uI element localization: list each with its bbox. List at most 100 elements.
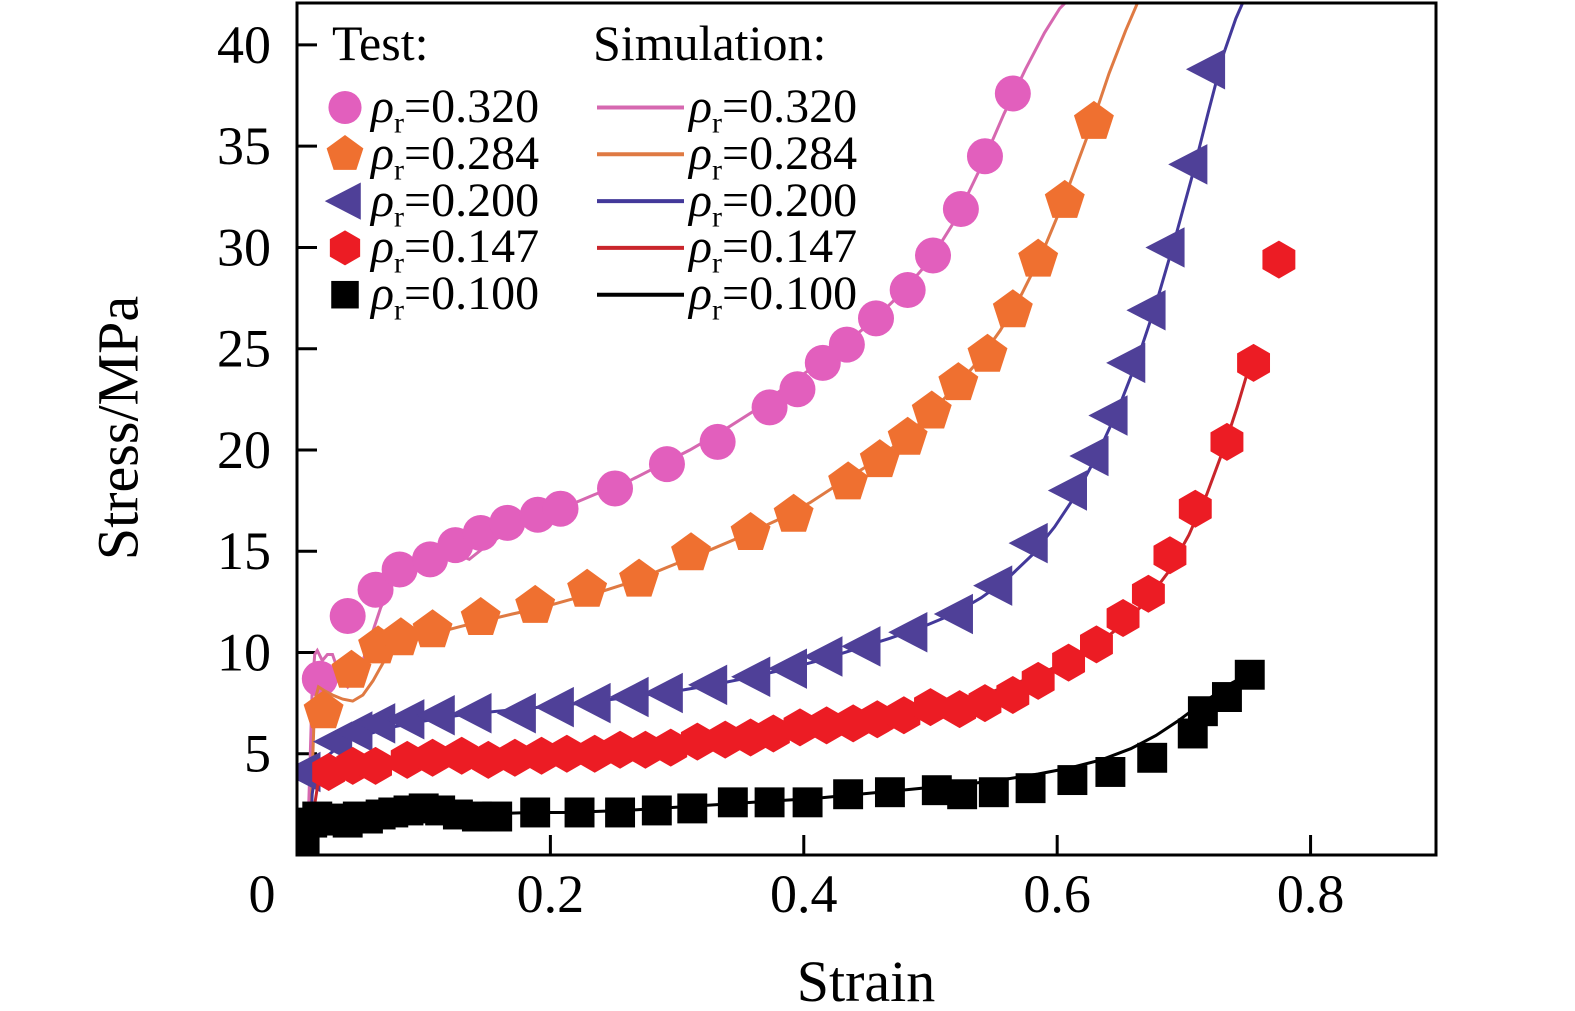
test-marker-rho-0320 [942, 190, 979, 227]
test-marker-rho-0147 [578, 734, 612, 773]
test-marker-rho-0284 [859, 439, 900, 478]
test-marker-rho-0200 [385, 699, 425, 740]
rho-symbol: ρ [371, 220, 395, 274]
test-marker-rho-0100 [677, 793, 708, 824]
test-marker-rho-0147 [654, 728, 688, 767]
y-tick-label: 35 [217, 116, 271, 176]
test-marker-rho-0284 [773, 493, 814, 532]
y-tick-label: 25 [217, 319, 271, 379]
x-tick-label: 0.6 [1023, 864, 1091, 924]
test-marker-rho-0200 [1008, 522, 1048, 564]
test-marker-rho-0147 [359, 746, 393, 785]
x-tick-label: 0.8 [1277, 864, 1345, 924]
test-marker-rho-0147 [471, 740, 505, 779]
test-marker-rho-0100 [1137, 742, 1168, 773]
test-markers-rho-0320 [301, 75, 1031, 697]
test-marker-rho-0200 [1185, 48, 1226, 90]
rho-subscript: r [712, 246, 723, 280]
test-marker-rho-0200 [1168, 144, 1208, 185]
test-marker-rho-0200 [1106, 342, 1146, 384]
sim-line-rho-0284 [308, 3, 1140, 855]
y-tick-label: 40 [217, 15, 271, 75]
test-marker-rho-0100 [874, 777, 905, 808]
test-marker-rho-0320 [858, 300, 895, 337]
test-marker-rho-0100 [921, 775, 952, 806]
y-tick-label: 20 [217, 420, 271, 480]
test-marker-rho-0284 [331, 649, 372, 688]
x-tick-label: 0.4 [770, 864, 838, 924]
test-marker-rho-0320 [699, 423, 736, 460]
test-marker-rho-0284 [380, 617, 421, 656]
test-marker-rho-0320 [994, 75, 1031, 112]
test-marker-rho-0200 [643, 672, 683, 714]
rho-subscript: r [712, 200, 723, 234]
test-marker-rho-0284 [887, 416, 928, 455]
rho-symbol: ρ [689, 126, 713, 180]
legend-sim-label-0320: ρr=0.320 [689, 83, 857, 139]
test-marker-rho-0147 [756, 714, 790, 753]
legend-value: =0.284 [404, 126, 540, 180]
test-marker-rho-0147 [1106, 599, 1140, 638]
legend-value: =0.200 [404, 173, 540, 227]
rho-symbol: ρ [371, 267, 395, 321]
y-tick-label: 30 [217, 217, 271, 277]
test-marker-rho-0100 [717, 787, 748, 818]
test-markers-rho-0200 [297, 48, 1226, 793]
test-marker-rho-0284 [967, 333, 1008, 372]
legend-sim-label-0100: ρr=0.100 [689, 270, 857, 326]
test-marker-rho-0100 [1015, 773, 1046, 804]
test-marker-rho-0147 [416, 738, 450, 777]
test-marker-rho-0100 [1095, 757, 1126, 787]
test-marker-rho-0284 [828, 461, 869, 500]
legend-marker-rho-0320 [328, 90, 362, 125]
test-marker-rho-0200 [731, 656, 771, 698]
test-marker-rho-0100 [482, 801, 513, 832]
test-marker-rho-0147 [783, 708, 817, 747]
legend-sim-label-0284: ρr=0.284 [689, 129, 857, 185]
test-marker-rho-0320 [597, 470, 634, 507]
rho-symbol: ρ [689, 267, 713, 321]
legend-marker-rho-0147 [329, 230, 361, 266]
rho-subscript: r [712, 153, 723, 187]
test-marker-rho-0320 [381, 551, 418, 588]
test-marker-rho-0320 [357, 571, 394, 608]
rho-symbol: ρ [371, 126, 395, 180]
legend-test-labels: ρr=0.320 ρr=0.284 ρr=0.200 ρr=0.147 ρr=0… [371, 83, 540, 326]
test-marker-rho-0147 [628, 730, 662, 769]
test-marker-rho-0200 [415, 695, 455, 736]
test-marker-rho-0147 [525, 736, 558, 775]
rho-symbol: ρ [371, 80, 395, 133]
test-marker-rho-0100 [564, 797, 595, 828]
legend-sim-label-0147: ρr=0.147 [689, 223, 857, 279]
legend-value: =0.100 [404, 267, 540, 321]
legend-value: =0.320 [722, 80, 858, 133]
test-marker-rho-0147 [1210, 422, 1244, 461]
test-marker-rho-0100 [641, 795, 672, 826]
rho-subscript: r [394, 293, 405, 327]
rho-subscript: r [712, 106, 723, 140]
test-marker-rho-0147 [1079, 625, 1113, 664]
test-marker-rho-0200 [609, 676, 649, 718]
legend-simulation-title: Simulation: [593, 15, 827, 71]
test-marker-rho-0200 [1088, 395, 1128, 436]
legend-marker-rho-0200 [324, 182, 361, 220]
legend-value: =0.100 [722, 267, 858, 321]
legend-simulation-labels: ρr=0.320 ρr=0.284 ρr=0.200 ρr=0.147 ρr=0… [689, 83, 857, 326]
legend-value: =0.147 [404, 220, 540, 274]
test-marker-rho-0284 [1044, 179, 1085, 218]
test-marker-rho-0320 [751, 389, 788, 426]
test-marker-rho-0284 [1073, 100, 1114, 139]
rho-subscript: r [394, 153, 405, 187]
test-marker-rho-0284 [303, 690, 344, 729]
test-marker-rho-0147 [498, 738, 532, 777]
rho-symbol: ρ [689, 173, 713, 227]
test-marker-rho-0147 [887, 696, 921, 735]
y-tick-label: 15 [217, 521, 271, 581]
test-marker-rho-0200 [356, 703, 396, 744]
rho-subscript: r [712, 293, 723, 327]
test-marker-rho-0100 [605, 797, 636, 828]
y-tick-label: 10 [217, 622, 271, 682]
test-marker-rho-0284 [515, 584, 556, 623]
test-marker-rho-0100 [1057, 765, 1088, 796]
